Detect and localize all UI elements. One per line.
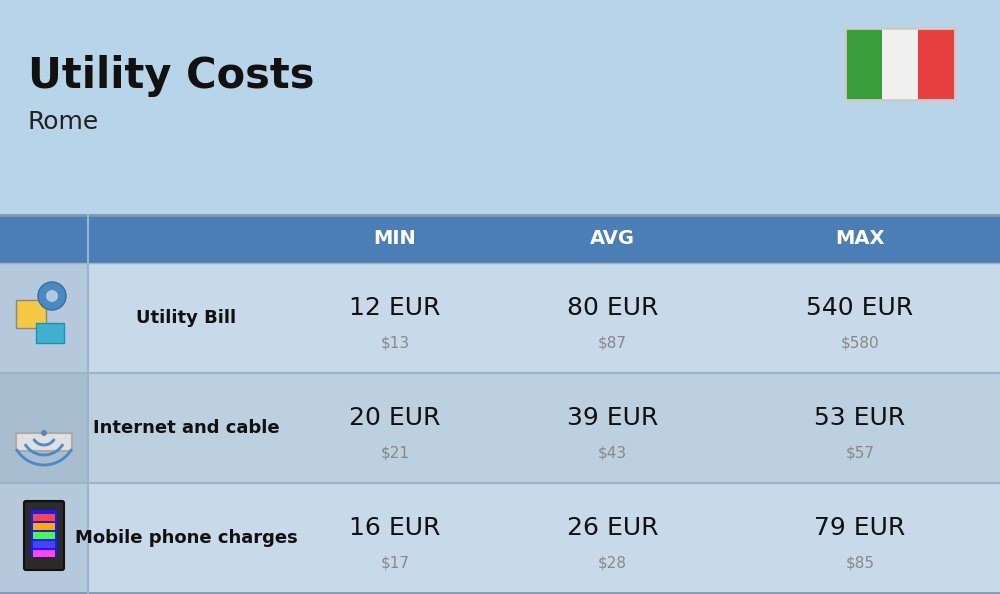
Bar (285, 215, 505, 263)
Circle shape (46, 290, 58, 302)
Bar (845, 28, 955, 100)
Bar (845, 28, 882, 100)
Text: $87: $87 (598, 336, 627, 350)
Bar (285, 373, 505, 483)
Bar (0, 263, 88, 373)
Text: $43: $43 (598, 446, 627, 460)
Bar (33, 523, 55, 530)
Text: Utility Costs: Utility Costs (28, 55, 314, 97)
Bar (505, 373, 720, 483)
Text: $21: $21 (380, 446, 410, 460)
Bar (33, 541, 55, 548)
Bar (285, 263, 505, 373)
Bar (882, 28, 918, 100)
Text: 16 EUR: 16 EUR (349, 516, 441, 540)
Text: MIN: MIN (374, 229, 416, 248)
Text: Internet and cable: Internet and cable (93, 419, 280, 437)
Bar (31, 510, 57, 555)
FancyBboxPatch shape (24, 501, 64, 570)
Bar (720, 215, 1000, 263)
Text: $85: $85 (846, 555, 874, 570)
Text: 20 EUR: 20 EUR (349, 406, 441, 430)
Bar (505, 483, 720, 593)
Text: 80 EUR: 80 EUR (567, 296, 658, 320)
Bar (88, 215, 285, 263)
Text: $57: $57 (846, 446, 874, 460)
Bar (505, 215, 720, 263)
Bar (88, 263, 285, 373)
Text: 12 EUR: 12 EUR (349, 296, 441, 320)
Text: $13: $13 (380, 336, 410, 350)
Bar (285, 483, 505, 593)
Bar (33, 532, 55, 539)
Text: Mobile phone charges: Mobile phone charges (75, 529, 298, 547)
Bar (33, 550, 55, 557)
Text: $17: $17 (380, 555, 410, 570)
Bar (505, 263, 720, 373)
Text: 79 EUR: 79 EUR (814, 516, 906, 540)
Text: 53 EUR: 53 EUR (814, 406, 906, 430)
Bar (0, 483, 88, 593)
Text: MAX: MAX (835, 229, 885, 248)
Text: $28: $28 (598, 555, 627, 570)
Text: 540 EUR: 540 EUR (806, 296, 914, 320)
Bar (88, 373, 285, 483)
Text: 26 EUR: 26 EUR (567, 516, 658, 540)
Bar (918, 28, 955, 100)
Circle shape (38, 282, 66, 310)
Text: AVG: AVG (590, 229, 635, 248)
Text: $580: $580 (841, 336, 879, 350)
Bar (0, 215, 88, 263)
Bar (88, 483, 285, 593)
Bar (720, 373, 1000, 483)
Bar (720, 483, 1000, 593)
Bar (33, 514, 55, 521)
Bar (720, 263, 1000, 373)
Bar (16, 433, 72, 451)
Bar (0, 373, 88, 483)
Text: Rome: Rome (28, 110, 99, 134)
Bar (16, 300, 46, 328)
Text: 39 EUR: 39 EUR (567, 406, 658, 430)
Text: Utility Bill: Utility Bill (136, 309, 237, 327)
Bar (36, 323, 64, 343)
Circle shape (41, 430, 47, 436)
